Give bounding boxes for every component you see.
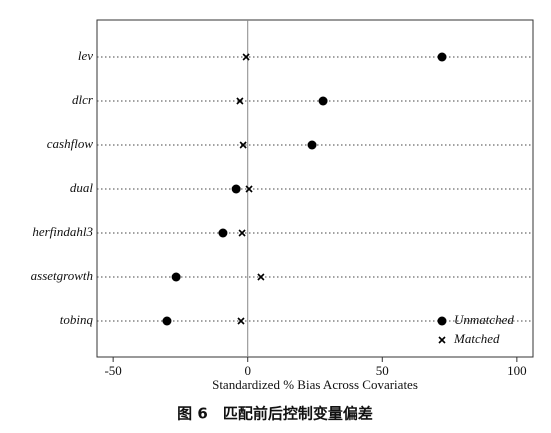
data-point <box>242 53 250 61</box>
x-axis-label: Standardized % Bias Across Covariates <box>212 377 418 392</box>
x-stroke <box>238 229 246 237</box>
x-tick-label: 100 <box>507 363 527 378</box>
x-stroke <box>245 185 253 193</box>
y-tick-label: assetgrowth <box>31 268 93 283</box>
data-point <box>307 140 317 150</box>
data-point <box>245 185 253 193</box>
data-point <box>171 272 181 282</box>
legend-marker <box>438 336 446 344</box>
x-stroke <box>257 273 265 281</box>
data-point <box>238 229 246 237</box>
y-tick-label: cashflow <box>47 136 94 151</box>
data-point <box>162 316 172 326</box>
data-point <box>257 273 265 281</box>
x-tick-label: -50 <box>104 363 121 378</box>
caption: 图 6 匹配前后控制变量偏差 <box>177 405 373 423</box>
data-point <box>437 52 447 62</box>
y-tick-label: dlcr <box>72 92 94 107</box>
data-point <box>318 96 328 106</box>
x-stroke <box>237 317 245 325</box>
data-point <box>231 184 241 194</box>
data-point <box>237 317 245 325</box>
x-stroke <box>438 336 446 344</box>
x-stroke <box>236 97 244 105</box>
y-tick-label: herfindahl3 <box>32 224 93 239</box>
legend-label: Unmatched <box>454 312 514 327</box>
x-tick-label: 0 <box>244 363 251 378</box>
legend-label: Matched <box>453 331 500 346</box>
y-tick-label: tobinq <box>60 312 94 327</box>
x-stroke <box>239 141 247 149</box>
legend-marker <box>437 316 447 326</box>
y-tick-label: lev <box>78 48 93 63</box>
data-point <box>236 97 244 105</box>
y-tick-label: dual <box>70 180 94 195</box>
x-tick-label: 50 <box>376 363 389 378</box>
data-point <box>239 141 247 149</box>
data-point <box>218 228 228 238</box>
x-stroke <box>242 53 250 61</box>
